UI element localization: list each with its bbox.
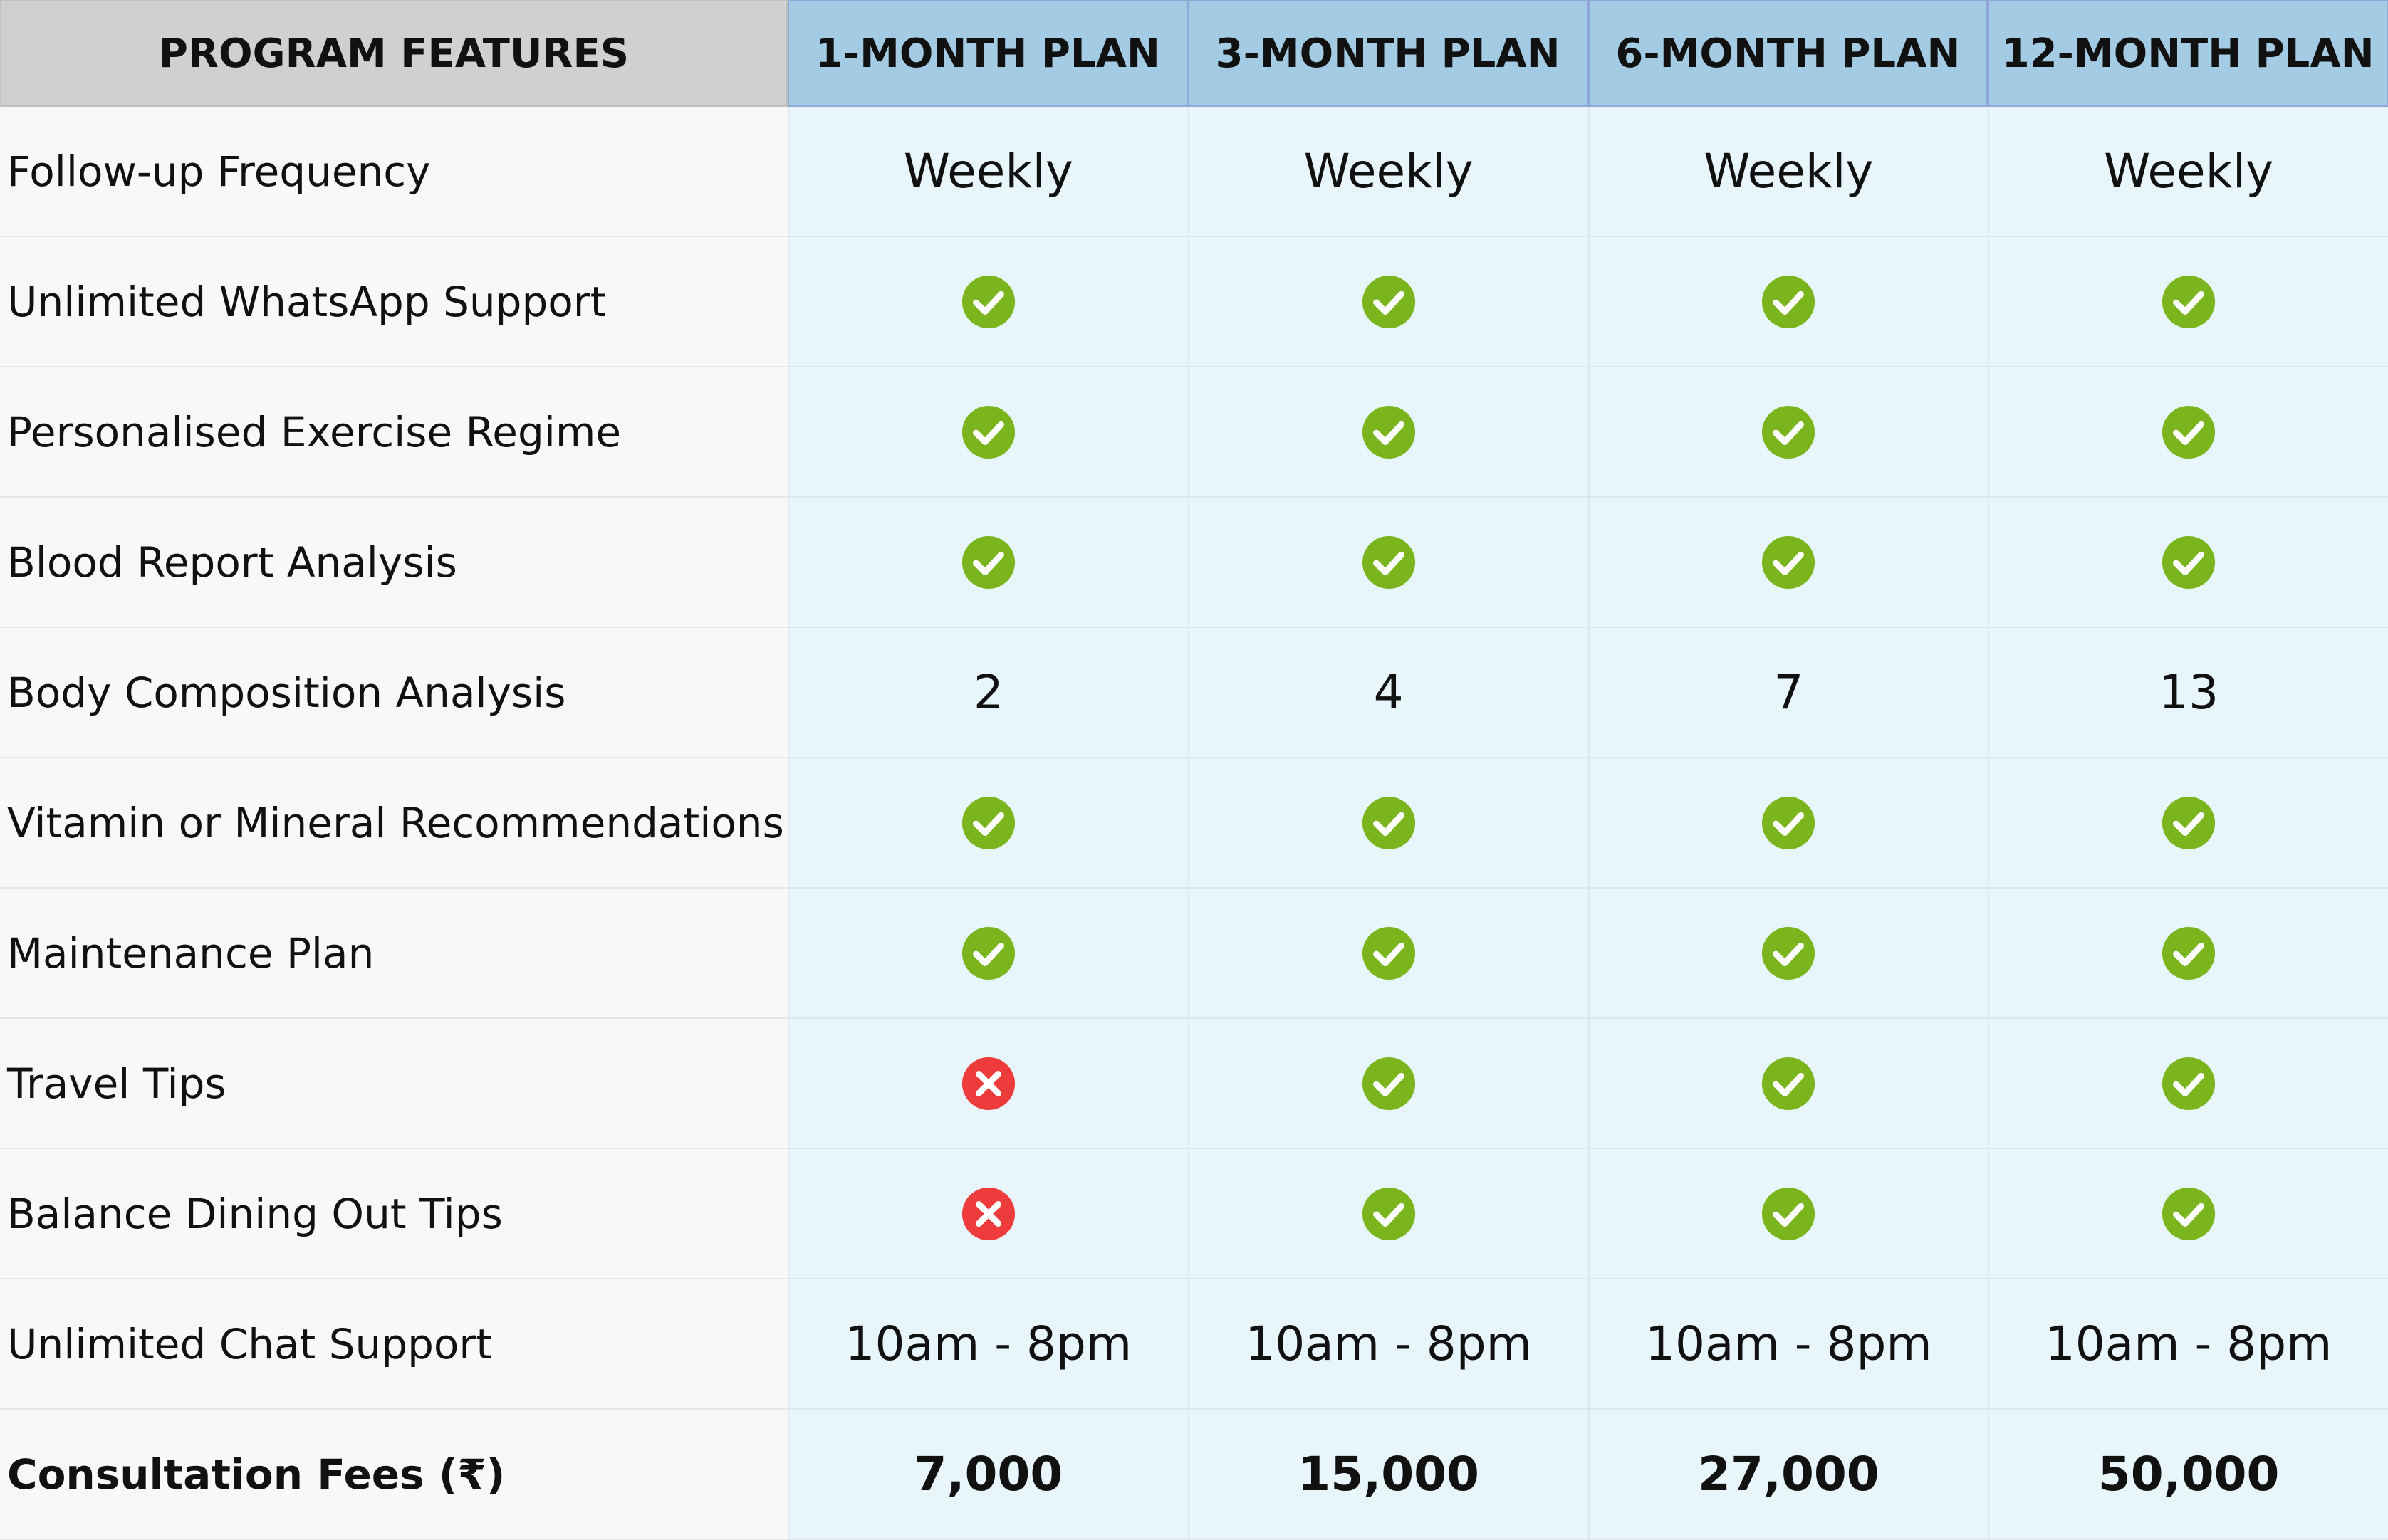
check-icon bbox=[961, 926, 1015, 980]
plan-cell bbox=[1187, 1149, 1588, 1279]
plan-cell bbox=[1587, 1149, 1988, 1279]
plan-cell: 10am - 8pm bbox=[1988, 1279, 2388, 1410]
plan-cell bbox=[1187, 237, 1588, 367]
plan-cell bbox=[1587, 237, 1988, 367]
plan-cell bbox=[1587, 498, 1988, 628]
plan-cell bbox=[1187, 758, 1588, 889]
feature-label: Balance Dining Out Tips bbox=[0, 1149, 788, 1279]
plan-cell: 7 bbox=[1587, 628, 1988, 758]
check-icon bbox=[2162, 405, 2216, 459]
plan-cell bbox=[788, 889, 1188, 1019]
plan-cell bbox=[788, 498, 1188, 628]
plan-cell bbox=[788, 758, 1188, 889]
plan-cell: 13 bbox=[1988, 628, 2388, 758]
plan-cell: Weekly bbox=[1988, 107, 2388, 237]
check-icon bbox=[1362, 275, 1415, 328]
feature-label: Unlimited WhatsApp Support bbox=[0, 237, 788, 367]
plan-cell bbox=[1187, 1019, 1588, 1149]
plan-cell bbox=[788, 367, 1188, 498]
feature-label: Blood Report Analysis bbox=[0, 498, 788, 628]
cross-icon bbox=[961, 1057, 1015, 1110]
check-icon bbox=[1762, 796, 1815, 849]
header-cell: PROGRAM FEATURES bbox=[0, 0, 788, 107]
plan-cell bbox=[1988, 367, 2388, 498]
plan-cell: Weekly bbox=[1587, 107, 1988, 237]
feature-label: Unlimited Chat Support bbox=[0, 1279, 788, 1410]
plan-cell: 27,000 bbox=[1587, 1410, 1988, 1540]
check-icon bbox=[1362, 405, 1415, 459]
check-icon bbox=[1762, 405, 1815, 459]
header-cell: 1-MONTH PLAN bbox=[788, 0, 1188, 107]
check-icon bbox=[961, 535, 1015, 589]
plan-cell bbox=[788, 1019, 1188, 1149]
plan-cell bbox=[1187, 498, 1588, 628]
check-icon bbox=[1362, 926, 1415, 980]
header-cell: 12-MONTH PLAN bbox=[1988, 0, 2388, 107]
plan-cell bbox=[1988, 1019, 2388, 1149]
plan-cell: 15,000 bbox=[1187, 1410, 1588, 1540]
plan-cell: Weekly bbox=[1187, 107, 1588, 237]
plan-cell bbox=[1988, 758, 2388, 889]
plan-cell: 2 bbox=[788, 628, 1188, 758]
plan-cell bbox=[1587, 758, 1988, 889]
check-icon bbox=[2162, 1057, 2216, 1110]
header-cell: 6-MONTH PLAN bbox=[1587, 0, 1988, 107]
plan-cell: 10am - 8pm bbox=[788, 1279, 1188, 1410]
plan-cell bbox=[788, 237, 1188, 367]
check-icon bbox=[961, 796, 1015, 849]
check-icon bbox=[1762, 1057, 1815, 1110]
plan-cell: Weekly bbox=[788, 107, 1188, 237]
check-icon bbox=[1362, 535, 1415, 589]
plan-cell bbox=[1988, 889, 2388, 1019]
check-icon bbox=[961, 405, 1015, 459]
plan-cell bbox=[1187, 367, 1588, 498]
check-icon bbox=[2162, 926, 2216, 980]
plan-cell bbox=[1988, 1149, 2388, 1279]
plan-cell bbox=[1587, 889, 1988, 1019]
check-icon bbox=[1362, 796, 1415, 849]
plan-cell bbox=[1587, 1019, 1988, 1149]
plan-cell bbox=[1988, 237, 2388, 367]
check-icon bbox=[961, 275, 1015, 328]
plan-cell: 7,000 bbox=[788, 1410, 1188, 1540]
feature-label: Maintenance Plan bbox=[0, 889, 788, 1019]
header-cell: 3-MONTH PLAN bbox=[1187, 0, 1588, 107]
check-icon bbox=[1762, 1187, 1815, 1240]
plan-cell: 10am - 8pm bbox=[1587, 1279, 1988, 1410]
check-icon bbox=[2162, 535, 2216, 589]
check-icon bbox=[2162, 1187, 2216, 1240]
plan-cell bbox=[1187, 889, 1588, 1019]
plan-cell bbox=[1988, 498, 2388, 628]
check-icon bbox=[1362, 1057, 1415, 1110]
feature-label: Consultation Fees (₹) bbox=[0, 1410, 788, 1540]
plan-cell: 4 bbox=[1187, 628, 1588, 758]
feature-label: Follow-up Frequency bbox=[0, 107, 788, 237]
plan-cell: 50,000 bbox=[1988, 1410, 2388, 1540]
check-icon bbox=[1762, 926, 1815, 980]
plan-cell bbox=[788, 1149, 1188, 1279]
plan-cell: 10am - 8pm bbox=[1187, 1279, 1588, 1410]
check-icon bbox=[2162, 796, 2216, 849]
feature-label: Personalised Exercise Regime bbox=[0, 367, 788, 498]
feature-label: Body Composition Analysis bbox=[0, 628, 788, 758]
feature-label: Vitamin or Mineral Recommendations bbox=[0, 758, 788, 889]
check-icon bbox=[1762, 275, 1815, 328]
check-icon bbox=[2162, 275, 2216, 328]
feature-label: Travel Tips bbox=[0, 1019, 788, 1149]
check-icon bbox=[1762, 535, 1815, 589]
cross-icon bbox=[961, 1187, 1015, 1240]
check-icon bbox=[1362, 1187, 1415, 1240]
plan-cell bbox=[1587, 367, 1988, 498]
